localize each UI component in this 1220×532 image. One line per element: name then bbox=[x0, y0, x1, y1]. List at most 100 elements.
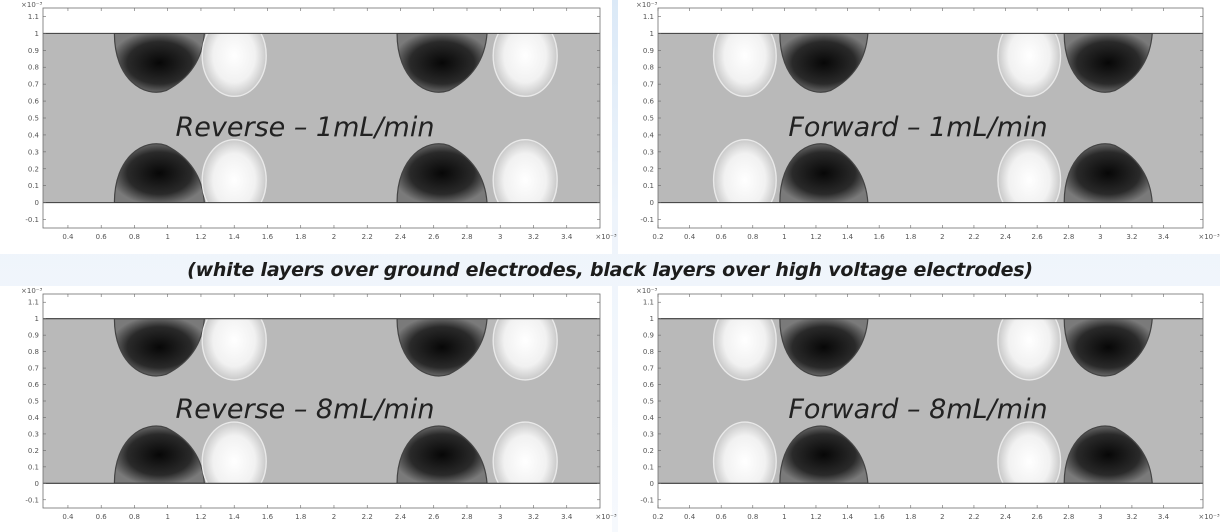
x-tick-label: 1.6 bbox=[874, 233, 886, 241]
y-exponent-label: ×10⁻³ bbox=[21, 287, 42, 295]
light-layer bbox=[492, 138, 558, 203]
y-tick-label: 0.8 bbox=[28, 348, 39, 356]
x-exponent-label: ×10⁻³ bbox=[1198, 233, 1219, 241]
plot-forward-8ml-label: Forward – 8mL/min bbox=[788, 394, 1048, 425]
y-tick-label: 0.8 bbox=[643, 348, 654, 356]
x-tick-label: 1.6 bbox=[262, 233, 274, 241]
x-tick-label: 0.8 bbox=[129, 513, 140, 521]
x-exponent-label: ×10⁻³ bbox=[595, 233, 616, 241]
y-tick-label: 0.3 bbox=[643, 430, 654, 438]
y-tick-label: 0.1 bbox=[28, 463, 39, 471]
y-tick-label: 0.1 bbox=[643, 463, 654, 471]
y-tick-label: 0.6 bbox=[28, 381, 40, 389]
x-tick-label: 2.8 bbox=[461, 233, 472, 241]
y-tick-label: 1 bbox=[35, 30, 39, 38]
y-tick-label: 0.2 bbox=[643, 447, 654, 455]
y-tick-label: 0.7 bbox=[28, 81, 39, 89]
x-tick-label: 3.4 bbox=[561, 233, 573, 241]
y-tick-label: 0.6 bbox=[643, 98, 655, 106]
x-tick-label: 1.4 bbox=[229, 513, 241, 521]
dark-layer bbox=[396, 143, 488, 203]
dark-layer bbox=[779, 143, 869, 203]
y-exponent-label: ×10⁻³ bbox=[21, 1, 42, 9]
light-layer bbox=[201, 318, 267, 381]
light-layer bbox=[712, 421, 777, 484]
y-tick-label: 0.2 bbox=[643, 165, 654, 173]
y-tick-label: 1.1 bbox=[643, 299, 654, 307]
x-tick-label: 1.8 bbox=[905, 513, 916, 521]
x-tick-label: 0.4 bbox=[684, 233, 696, 241]
x-tick-label: 2 bbox=[332, 513, 336, 521]
x-tick-label: 1.6 bbox=[262, 513, 274, 521]
x-tick-label: 2.8 bbox=[461, 513, 472, 521]
light-layer bbox=[201, 33, 267, 98]
y-tick-label: 0 bbox=[35, 480, 39, 488]
y-tick-label: 0.6 bbox=[643, 381, 655, 389]
y-tick-label: 0.4 bbox=[28, 131, 40, 139]
y-tick-label: 0.4 bbox=[643, 414, 655, 422]
x-tick-label: 0.2 bbox=[652, 513, 663, 521]
dark-layer bbox=[1063, 143, 1153, 203]
x-tick-label: 3.4 bbox=[1158, 513, 1170, 521]
dark-layer bbox=[779, 425, 869, 484]
y-tick-label: 0.3 bbox=[643, 148, 654, 156]
light-layer bbox=[712, 318, 777, 381]
y-tick-label: -0.1 bbox=[25, 216, 39, 224]
light-layer bbox=[201, 138, 267, 203]
x-tick-label: 2.4 bbox=[1000, 513, 1012, 521]
y-tick-label: 1 bbox=[650, 315, 654, 323]
x-exponent-label: ×10⁻³ bbox=[1198, 513, 1219, 521]
x-tick-label: 3.4 bbox=[1158, 233, 1170, 241]
x-tick-label: 0.6 bbox=[96, 233, 108, 241]
x-tick-label: 2.6 bbox=[1032, 513, 1044, 521]
x-tick-label: 3.2 bbox=[1126, 233, 1137, 241]
plot-reverse-8ml-label: Reverse – 8mL/min bbox=[175, 394, 435, 425]
x-tick-label: 1.6 bbox=[874, 513, 886, 521]
x-tick-label: 2.8 bbox=[1063, 233, 1074, 241]
x-tick-label: 2.8 bbox=[1063, 513, 1074, 521]
plot-forward-1ml: 0.2 0.4 0.6 0.8 1 1.2 1.4 1.6 1.8 2 2.2 2.4 2.6 2.8 3 3… bbox=[618, 0, 1220, 254]
x-tick-label: 2.6 bbox=[428, 233, 440, 241]
x-tick-label: 3 bbox=[498, 233, 502, 241]
x-tick-label: 2.2 bbox=[968, 233, 979, 241]
x-tick-label: 3.2 bbox=[528, 233, 539, 241]
y-tick-label: 0.9 bbox=[643, 332, 654, 340]
y-tick-label: 0.9 bbox=[28, 332, 39, 340]
y-tick-label: 0.3 bbox=[28, 148, 39, 156]
y-tick-label: 0.8 bbox=[28, 64, 39, 72]
y-tick-label: 0.7 bbox=[643, 365, 654, 373]
x-tick-label: 3.2 bbox=[528, 513, 539, 521]
x-tick-label: 1.4 bbox=[842, 233, 854, 241]
y-tick-label: 1.1 bbox=[28, 299, 39, 307]
x-tick-label: 1.2 bbox=[195, 233, 206, 241]
y-tick-label: 0.5 bbox=[643, 115, 654, 123]
y-tick-label: 0 bbox=[650, 480, 654, 488]
x-tick-label: 1.8 bbox=[905, 233, 916, 241]
x-tick-label: 3.2 bbox=[1126, 513, 1137, 521]
y-tick-label: 0.1 bbox=[28, 182, 39, 190]
y-tick-label: 0.4 bbox=[28, 414, 40, 422]
plot-forward-1ml-svg: 0.2 0.4 0.6 0.8 1 1.2 1.4 1.6 1.8 2 2.2 2.4 2.6 2.8 3 3… bbox=[636, 1, 1220, 241]
light-layer bbox=[997, 33, 1062, 98]
y-tick-label: 0.1 bbox=[643, 182, 654, 190]
x-tick-label: 1 bbox=[782, 233, 786, 241]
dark-layer bbox=[113, 318, 205, 377]
dark-layer bbox=[396, 425, 488, 484]
plot-forward-1ml-label: Forward – 1mL/min bbox=[788, 112, 1048, 143]
x-tick-label: 1.8 bbox=[295, 233, 306, 241]
x-tick-label: 0.6 bbox=[96, 513, 108, 521]
light-layer bbox=[997, 138, 1062, 203]
light-layer bbox=[997, 318, 1062, 381]
y-tick-label: 0 bbox=[650, 199, 654, 207]
plot-forward-8ml: 0.2 0.4 0.6 0.8 1 1.2 1.4 1.6 1.8 2 2.2 2.4 2.6 2.8 3 3… bbox=[618, 286, 1220, 532]
y-tick-label: 0.2 bbox=[28, 447, 39, 455]
plot-reverse-1ml: 0.4 0.6 0.8 1 1.2 1.4 1.6 1.8 2 2.2 2.4 2.6 2.8 3 3.2 3… bbox=[0, 0, 617, 254]
y-tick-label: 0.5 bbox=[28, 398, 39, 406]
x-tick-label: 2.4 bbox=[395, 233, 407, 241]
x-tick-label: 2.6 bbox=[428, 513, 440, 521]
light-layer bbox=[201, 421, 267, 484]
x-tick-label: 1.4 bbox=[842, 513, 854, 521]
x-tick-label: 2 bbox=[940, 233, 944, 241]
x-tick-label: 2.4 bbox=[395, 513, 407, 521]
dark-layer bbox=[113, 425, 205, 484]
